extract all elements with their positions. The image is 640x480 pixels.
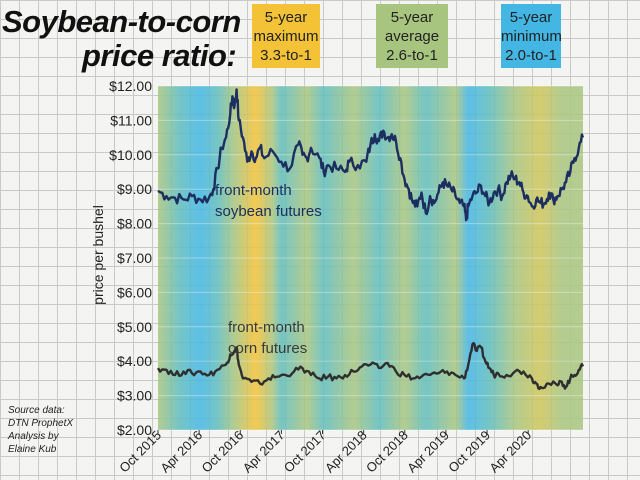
chart-title-line-2: price ratio:	[82, 38, 237, 73]
soybean-futures-line	[157, 88, 585, 222]
legend-min-line-1: 5-year	[509, 9, 553, 26]
legend-avg-line-3: 2.6-to-1	[386, 47, 438, 64]
legend-min-line-3: 2.0-to-1	[505, 47, 557, 64]
corn-futures-line	[156, 341, 585, 391]
source-note: Source data: DTN ProphetX Analysis by El…	[8, 404, 73, 456]
y-tick-label: $12.00	[109, 78, 152, 94]
series-labels: front-month soybean futures front-month cor…	[215, 182, 322, 357]
y-axis-label: price per bushel	[90, 205, 106, 305]
x-tick-label: Oct 2017	[281, 428, 329, 476]
x-tick-label: Oct 2016	[198, 428, 246, 476]
legend-5-year-average: 5-year average 2.6-to-1	[376, 4, 448, 68]
source-line-2: DTN ProphetX	[8, 418, 74, 429]
corn-label-line-2: corn futures	[228, 340, 307, 357]
y-tick-label: $6.00	[117, 284, 152, 300]
y-axis-ticks: $2.00 $3.00 $4.00 $5.00 $6.00 $7.00 $8.00 $9.00…	[109, 78, 152, 438]
x-tick-label: Oct 2019	[445, 428, 493, 476]
legend-5-year-minimum: 5-year minimum 2.0-to-1	[501, 4, 562, 68]
y-tick-label: $3.00	[117, 388, 152, 404]
soybean-label-line-2: soybean futures	[215, 203, 322, 220]
x-tick-label: Oct 2018	[363, 428, 411, 476]
y-tick-label: $5.00	[117, 319, 152, 335]
y-tick-label: $2.00	[117, 422, 152, 438]
x-tick-label: Apr 2018	[322, 428, 370, 476]
source-line-3: Analysis by	[8, 431, 59, 442]
source-line-1: Source data:	[8, 405, 65, 416]
y-tick-label: $7.00	[117, 250, 152, 266]
legend-max-line-1: 5-year	[264, 9, 308, 26]
x-tick-label: Apr 2017	[240, 428, 288, 476]
source-line-4: Elaine Kub	[8, 444, 57, 455]
y-tick-label: $9.00	[117, 181, 152, 197]
legend-max-line-2: maximum	[253, 28, 319, 45]
corn-label-line-1: front-month	[228, 319, 305, 336]
legend-avg-line-1: 5-year	[390, 9, 434, 26]
y-tick-label: $8.00	[117, 216, 152, 232]
x-tick-label: Apr 2020	[486, 428, 534, 476]
y-tick-label: $10.00	[109, 147, 152, 163]
x-tick-label: Apr 2019	[404, 428, 452, 476]
soybean-label-line-1: front-month	[215, 182, 292, 199]
legend-5-year-maximum: 5-year maximum 3.3-to-1	[252, 4, 320, 68]
y-tick-label: $11.00	[110, 112, 152, 128]
chart-title-line-1: Soybean-to-corn	[2, 4, 241, 39]
legend-avg-line-2: average	[384, 28, 440, 45]
y-tick-label: $4.00	[117, 353, 152, 369]
x-tick-label: Apr 2016	[157, 428, 205, 476]
series-lines	[156, 88, 585, 391]
legend-max-line-3: 3.3-to-1	[260, 47, 312, 64]
legend-min-line-2: minimum	[501, 28, 562, 45]
